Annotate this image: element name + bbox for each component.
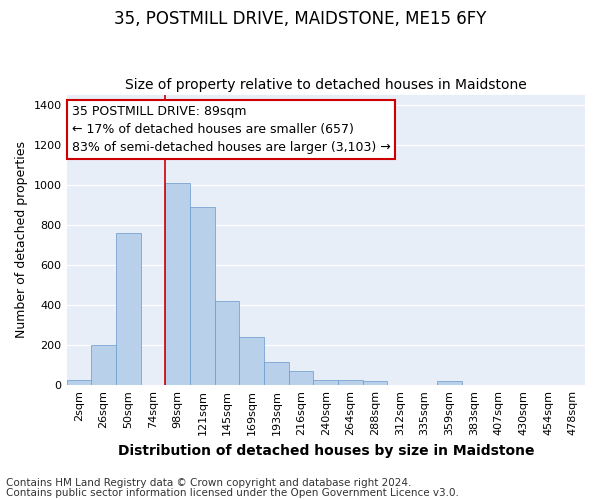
Bar [264,362,289,385]
Bar [116,233,140,385]
Bar [313,380,338,385]
Bar [165,182,190,385]
Bar [215,301,239,385]
Bar [190,207,215,385]
Text: Contains public sector information licensed under the Open Government Licence v3: Contains public sector information licen… [6,488,459,498]
Bar [338,380,363,385]
Title: Size of property relative to detached houses in Maidstone: Size of property relative to detached ho… [125,78,527,92]
Bar [239,337,264,385]
Y-axis label: Number of detached properties: Number of detached properties [15,142,28,338]
Bar [91,345,116,385]
Text: Contains HM Land Registry data © Crown copyright and database right 2024.: Contains HM Land Registry data © Crown c… [6,478,412,488]
Text: 35, POSTMILL DRIVE, MAIDSTONE, ME15 6FY: 35, POSTMILL DRIVE, MAIDSTONE, ME15 6FY [114,10,486,28]
Bar [67,380,91,385]
X-axis label: Distribution of detached houses by size in Maidstone: Distribution of detached houses by size … [118,444,534,458]
Bar [437,381,461,385]
Bar [363,381,388,385]
Text: 35 POSTMILL DRIVE: 89sqm
← 17% of detached houses are smaller (657)
83% of semi-: 35 POSTMILL DRIVE: 89sqm ← 17% of detach… [72,104,391,154]
Bar [289,371,313,385]
